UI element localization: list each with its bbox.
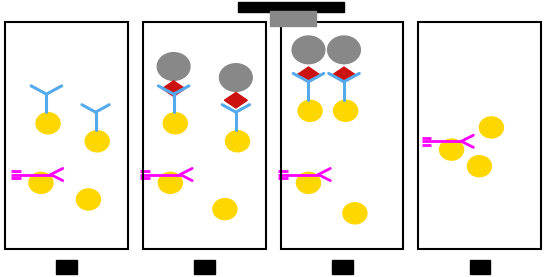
Bar — [143, 22, 266, 249]
Ellipse shape — [440, 139, 464, 160]
Ellipse shape — [467, 156, 491, 177]
Ellipse shape — [328, 36, 360, 64]
Ellipse shape — [296, 172, 321, 193]
Ellipse shape — [85, 131, 109, 152]
Ellipse shape — [479, 117, 503, 138]
Ellipse shape — [343, 203, 367, 224]
Bar — [332, 260, 353, 274]
Ellipse shape — [225, 131, 250, 152]
Ellipse shape — [163, 113, 187, 134]
Ellipse shape — [157, 53, 190, 80]
Bar — [418, 22, 541, 249]
Ellipse shape — [158, 172, 182, 193]
Bar — [194, 260, 215, 274]
Bar — [281, 22, 403, 249]
Bar — [470, 260, 490, 274]
Polygon shape — [162, 81, 185, 96]
Ellipse shape — [213, 199, 237, 220]
Ellipse shape — [36, 113, 60, 134]
Ellipse shape — [298, 100, 322, 121]
Ellipse shape — [334, 100, 358, 121]
Ellipse shape — [292, 36, 325, 64]
Ellipse shape — [29, 172, 53, 193]
Polygon shape — [224, 93, 247, 108]
Bar — [270, 11, 316, 26]
Polygon shape — [297, 67, 320, 83]
Ellipse shape — [219, 64, 252, 91]
Bar — [56, 260, 77, 274]
Bar — [238, 2, 344, 12]
Polygon shape — [333, 67, 355, 83]
Ellipse shape — [76, 189, 100, 210]
Bar — [5, 22, 128, 249]
